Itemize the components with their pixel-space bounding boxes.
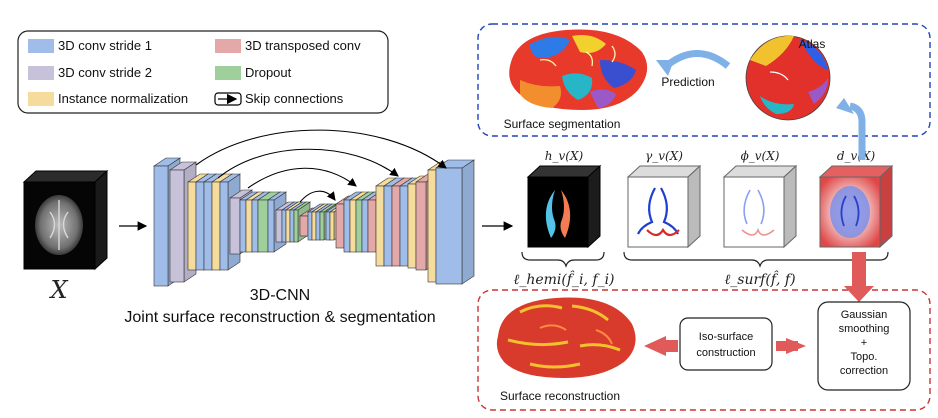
atlas-label: Atlas xyxy=(799,37,826,51)
loss-surf-label: ℓ_surf(f̂, f) xyxy=(724,270,795,288)
reconstructed-surface-icon xyxy=(496,297,636,378)
legend-swatch-norm xyxy=(28,92,54,106)
output-d-volume xyxy=(818,164,894,249)
prediction-label: Prediction xyxy=(661,75,714,89)
legend-swatch-conv2 xyxy=(28,66,54,80)
input-label: X xyxy=(48,276,68,304)
skip-connection-4 xyxy=(299,190,336,203)
output-d-label: d_v(X) xyxy=(837,149,876,163)
smoothing-box xyxy=(817,301,911,391)
legend-box xyxy=(17,30,389,114)
atlas-arrowhead xyxy=(836,98,854,114)
legend-label-skip: Skip connections xyxy=(245,91,344,106)
cnn-layer-stack xyxy=(153,157,475,287)
network-subtitle: Joint surface reconstruction & segmentat… xyxy=(124,309,435,326)
iso-surface-box xyxy=(679,317,773,371)
output-h-label: h_v(X) xyxy=(545,149,584,163)
legend-label-norm: Instance normalization xyxy=(58,91,188,106)
prediction-arrowhead xyxy=(656,60,674,76)
iso-surface-label: Iso-surface construction xyxy=(696,331,755,359)
output-phi-volume xyxy=(722,164,798,249)
legend-swatch-conv1 xyxy=(28,39,54,53)
smoothing-arrowhead xyxy=(844,286,874,302)
legend-label-conv2: 3D conv stride 2 xyxy=(58,65,152,80)
input-volume xyxy=(22,169,109,271)
reconstruction-caption: Surface reconstruction xyxy=(500,389,620,403)
output-gamma-volume xyxy=(626,164,702,249)
legend-label-conv1: 3D conv stride 1 xyxy=(58,38,152,53)
output-phi-label: ϕ_v(X) xyxy=(741,149,780,163)
legend-swatch-tconv xyxy=(215,39,241,53)
smoothing-arrow-shaft xyxy=(852,252,866,286)
skip-connections xyxy=(195,129,447,203)
output-h-volume xyxy=(526,164,602,249)
reconstruction-arrowhead xyxy=(644,336,666,356)
loss-hemi-brace xyxy=(521,251,605,268)
atlas-arrow xyxy=(849,102,866,160)
reconstruction-panel xyxy=(477,289,931,411)
cnn-layer-conv1 xyxy=(435,159,475,285)
legend: 3D conv stride 1 3D transposed conv 3D c… xyxy=(17,30,389,114)
skip-connection-2 xyxy=(217,148,399,179)
output-gamma-label: γ_v(X) xyxy=(645,149,683,163)
skip-connection-1 xyxy=(195,129,447,169)
skip-connection-3 xyxy=(247,167,357,189)
network-title: 3D-CNN xyxy=(250,287,310,304)
segmentation-panel xyxy=(477,23,931,137)
loss-hemi-label: ℓ_hemi(f̂_i, f_i) xyxy=(513,270,614,288)
segmentation-caption: Surface segmentation xyxy=(504,117,621,131)
legend-label-dropout: Dropout xyxy=(245,65,292,80)
smoothing-label: Gaussian smoothing + Topo. correction xyxy=(839,309,890,377)
atlas-sphere-icon xyxy=(745,35,831,121)
iso-arrow-shaft xyxy=(776,341,798,351)
legend-label-tconv: 3D transposed conv xyxy=(245,38,361,53)
segmented-surface-icon xyxy=(509,29,648,110)
reconstruction-arrow-shaft xyxy=(664,340,678,352)
loss-surf-brace xyxy=(623,251,889,268)
legend-swatch-dropout xyxy=(215,66,241,80)
